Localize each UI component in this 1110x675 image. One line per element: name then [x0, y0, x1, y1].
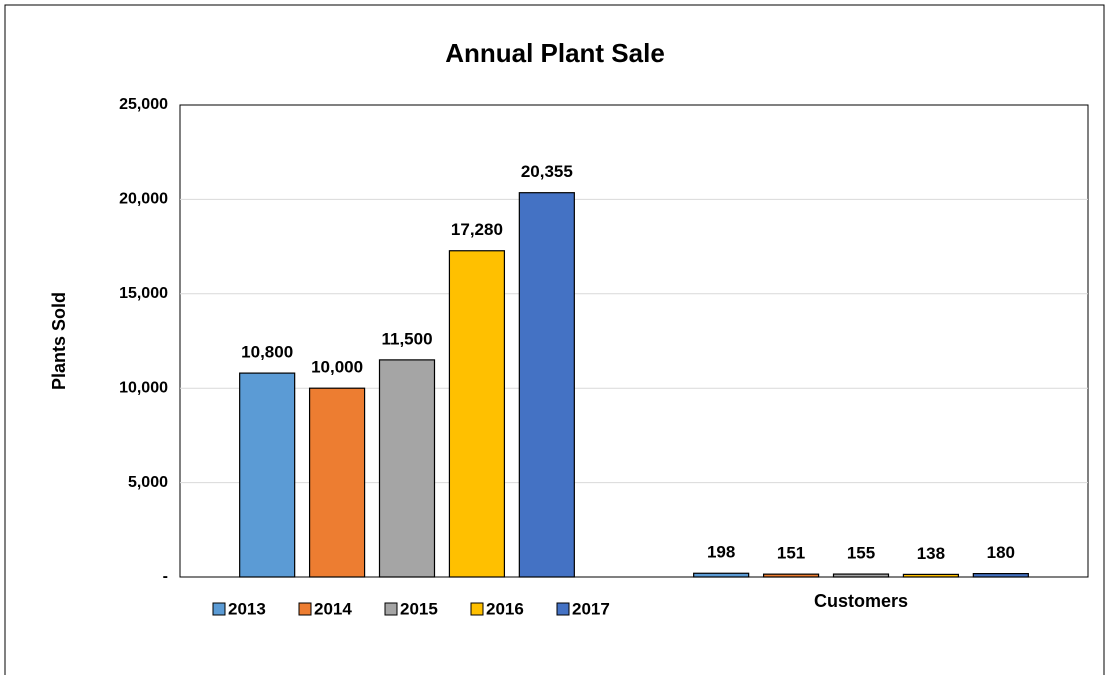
bar: [972, 573, 1029, 578]
y-tick-label: 25,000: [119, 96, 168, 113]
x-tick-label: Customers: [814, 591, 908, 611]
legend-swatch: [298, 602, 312, 616]
value-label: 198: [707, 543, 735, 562]
legend-swatch: [470, 602, 484, 616]
bar: [239, 372, 296, 578]
legend-label: 2017: [572, 599, 610, 618]
chart-title: Annual Plant Sale: [445, 38, 665, 68]
value-label: 180: [987, 543, 1015, 562]
bar: [378, 359, 436, 578]
value-label: 17,280: [451, 220, 503, 239]
legend-label: 2015: [400, 599, 438, 618]
y-tick-label: -: [163, 568, 168, 585]
bar: [518, 192, 575, 578]
bar: [448, 250, 506, 578]
bar: [693, 572, 750, 578]
legend-label: 2016: [486, 599, 524, 618]
value-label: 11,500: [381, 329, 432, 348]
value-label: 10,000: [311, 358, 363, 377]
legend-swatch: [556, 602, 570, 616]
value-label: 155: [847, 544, 875, 563]
bar: [762, 573, 820, 578]
y-axis-label: Plants Sold: [49, 292, 69, 390]
value-label: 10,800: [241, 343, 293, 362]
value-label: 138: [917, 544, 945, 563]
y-tick-label: 20,000: [119, 191, 168, 208]
legend-label: 2013: [228, 599, 266, 618]
bar: [308, 387, 366, 578]
y-tick-label: 10,000: [119, 379, 168, 396]
legend-label: 2014: [314, 599, 352, 618]
value-label: 151: [777, 544, 805, 563]
y-tick-label: 5,000: [128, 474, 168, 491]
bar: [902, 573, 960, 578]
y-tick-label: 15,000: [119, 285, 168, 302]
legend-swatch: [384, 602, 398, 616]
bar: [832, 573, 890, 578]
value-label: 20,355: [521, 162, 573, 181]
legend-swatch: [212, 602, 226, 616]
